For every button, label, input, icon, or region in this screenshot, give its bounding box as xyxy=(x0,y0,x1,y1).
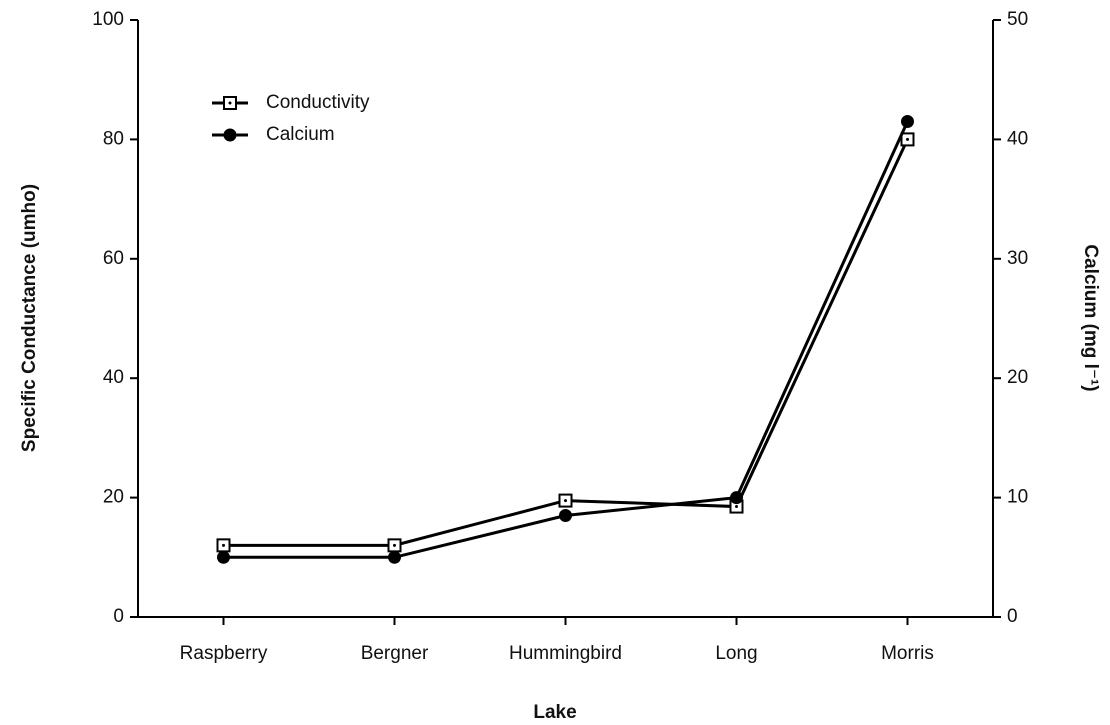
legend-label: Calcium xyxy=(266,124,335,145)
x-tick-label: Bergner xyxy=(361,643,429,664)
y2-tick-label: 50 xyxy=(1007,9,1028,30)
x-tick-label: Morris xyxy=(881,643,934,664)
y-tick-label: 0 xyxy=(113,606,124,627)
y-tick-label: 60 xyxy=(103,248,124,269)
legend-marker xyxy=(223,128,237,142)
data-point xyxy=(559,509,572,523)
y-tick-label: 20 xyxy=(103,487,124,508)
data-point xyxy=(730,491,743,505)
y-tick-label: 80 xyxy=(103,128,124,149)
x-tick-label: Raspberry xyxy=(180,643,268,664)
y2-axis-label: Calcium (mg l⁻¹) xyxy=(1080,244,1101,391)
marker-dot xyxy=(222,543,225,547)
data-point xyxy=(901,114,914,128)
series-line xyxy=(223,120,909,559)
data-point xyxy=(217,550,230,564)
data-point xyxy=(388,550,401,564)
marker-dot xyxy=(906,137,909,141)
marker-dot xyxy=(228,101,232,105)
y-tick-label: 100 xyxy=(92,9,124,30)
series-line xyxy=(223,138,909,547)
y2-tick-label: 20 xyxy=(1007,367,1028,388)
y2-tick-label: 30 xyxy=(1007,248,1028,269)
marker-dot xyxy=(393,543,396,547)
y2-tick-label: 10 xyxy=(1007,487,1028,508)
y2-tick-label: 0 xyxy=(1007,606,1018,627)
y-tick-label: 40 xyxy=(103,367,124,388)
x-tick-label: Hummingbird xyxy=(509,643,622,664)
y2-tick-label: 40 xyxy=(1007,128,1028,149)
x-tick-label: Long xyxy=(715,643,757,664)
marker-dot xyxy=(564,499,567,503)
y-axis-label: Specific Conductance (umho) xyxy=(19,184,40,452)
x-axis-label: Lake xyxy=(533,702,576,723)
legend-label: Conductivity xyxy=(266,92,370,113)
marker-dot xyxy=(735,505,738,509)
